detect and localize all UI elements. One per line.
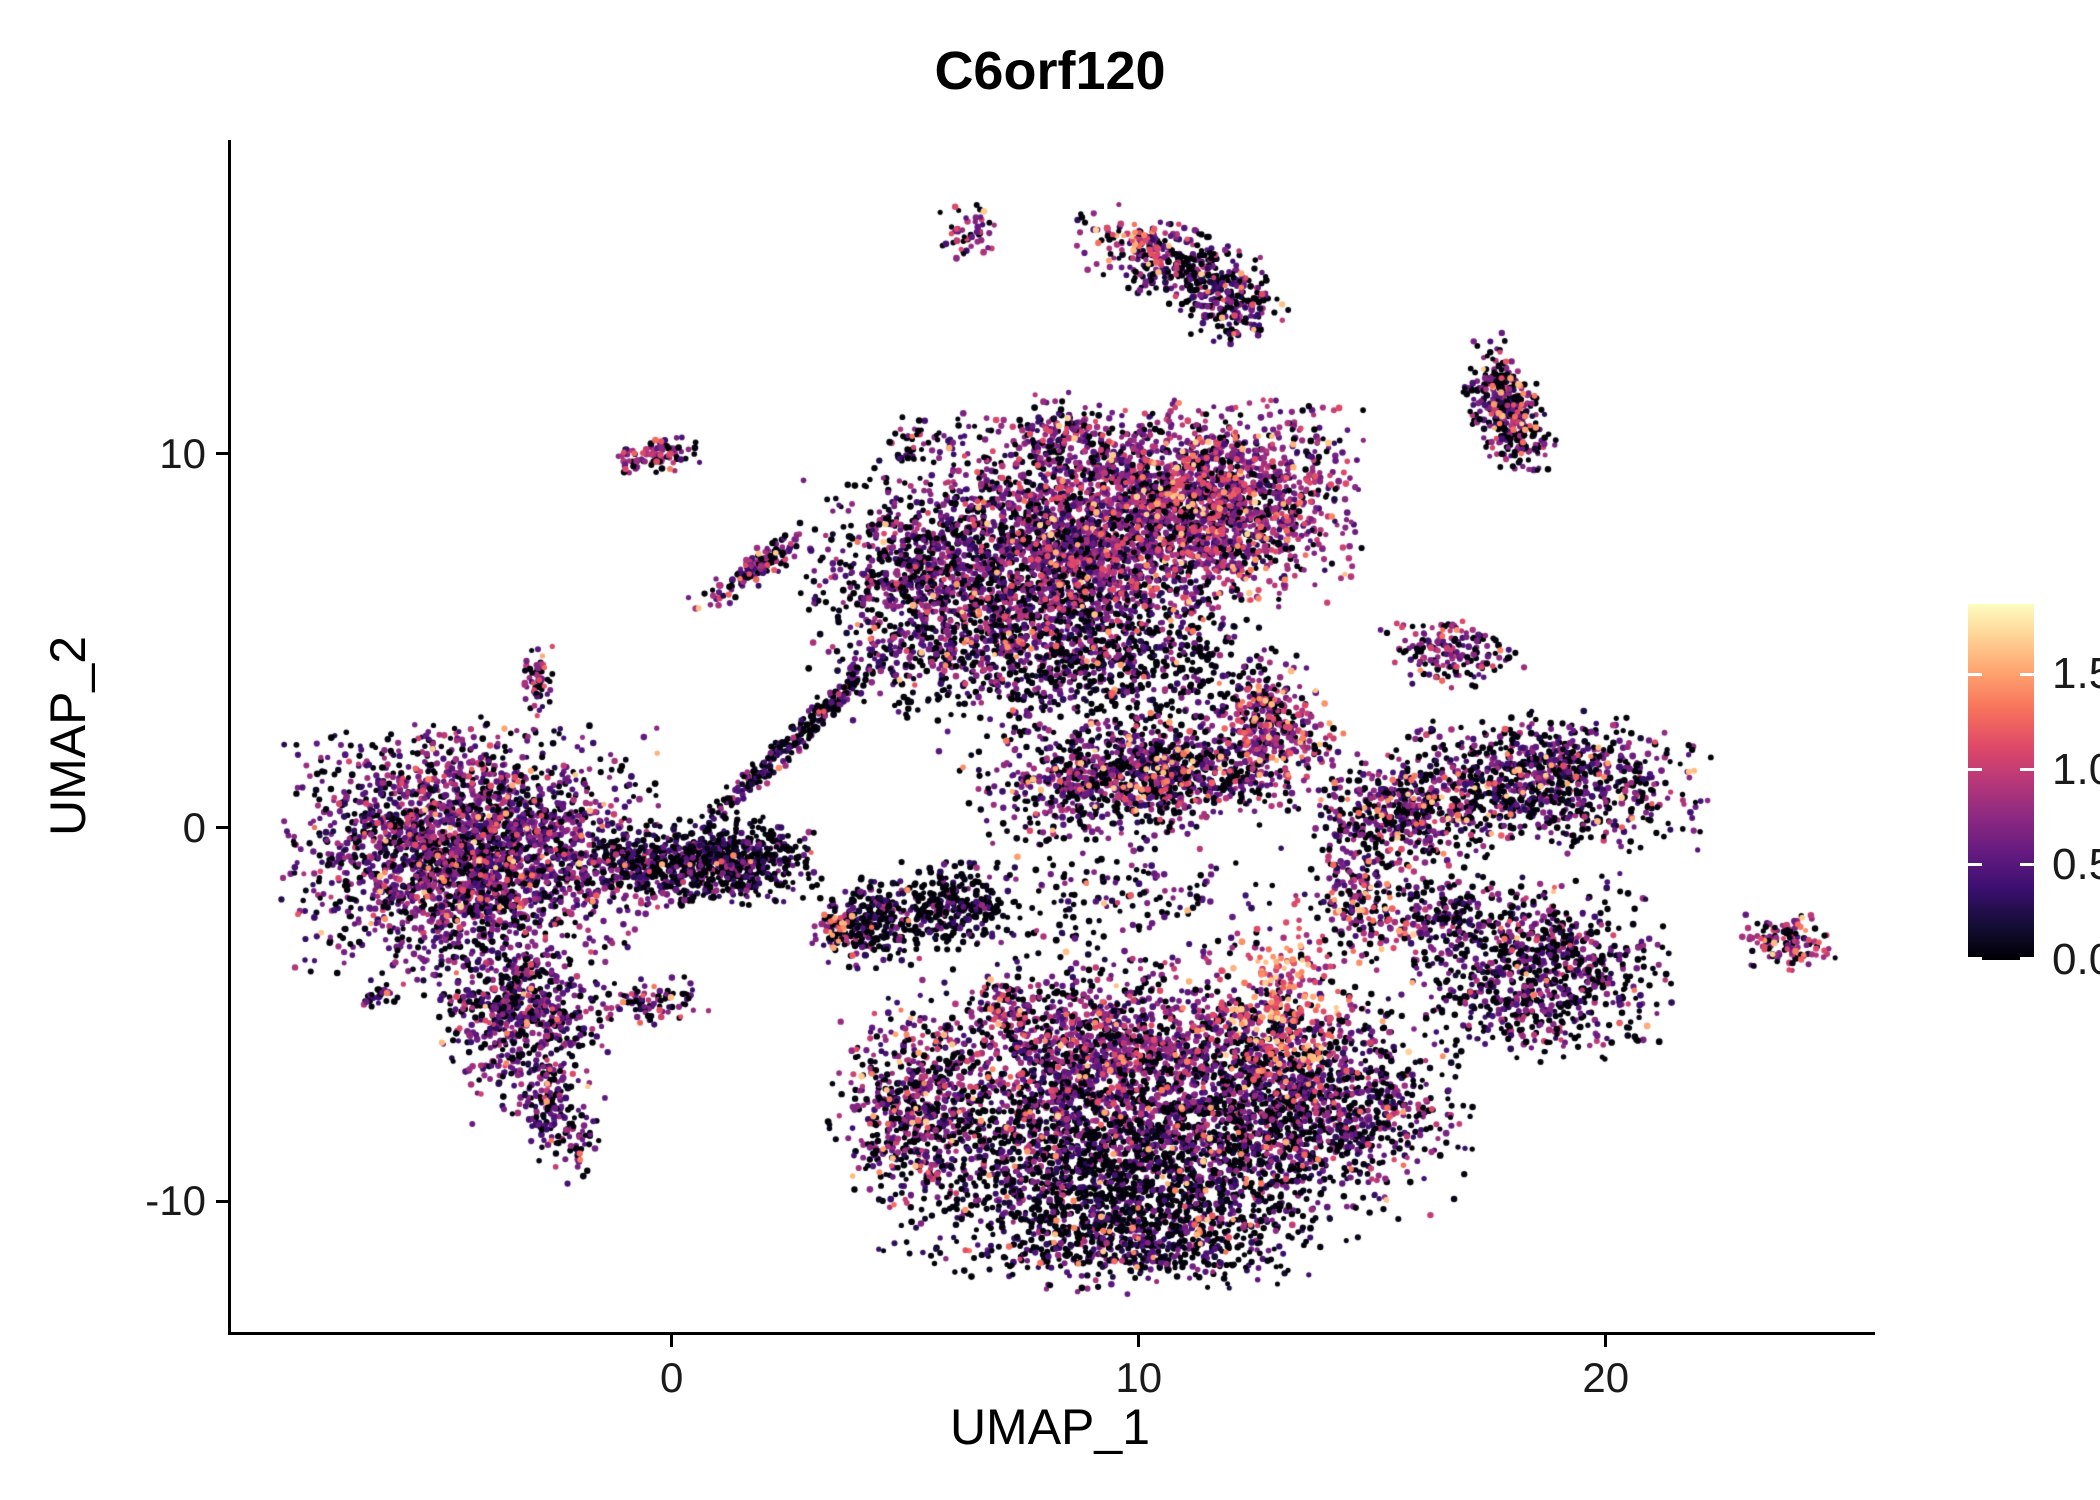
colorbar-tick-mark xyxy=(1968,672,1982,676)
y-tick-label: -10 xyxy=(145,1177,206,1225)
scatter-canvas xyxy=(231,140,1875,1332)
colorbar-tick-label: 0.0 xyxy=(2052,935,2100,984)
x-axis-label: UMAP_1 xyxy=(949,1399,1151,1455)
colorbar-tick-mark xyxy=(1968,863,1982,867)
colorbar-tick-mark xyxy=(1968,957,1982,960)
y-tick-label: 0 xyxy=(182,803,206,851)
x-tick-label: 10 xyxy=(1115,1354,1163,1401)
colorbar-tick-label: 1.5 xyxy=(2052,649,2100,699)
plot-panel xyxy=(228,140,1875,1335)
x-tick-mark xyxy=(1137,1335,1141,1347)
plot-title: C6orf120 xyxy=(934,41,1166,101)
y-tick-label: 10 xyxy=(159,429,206,477)
colorbar-tick-label: 1.0 xyxy=(2052,744,2100,794)
colorbar-tick-mark xyxy=(2020,768,2034,772)
y-tick-mark xyxy=(216,826,228,830)
colorbar-tick-mark xyxy=(2020,863,2034,867)
colorbar-tick-mark xyxy=(2020,672,2034,676)
x-tick-mark xyxy=(670,1335,674,1347)
colorbar-gradient xyxy=(1968,604,2034,960)
x-tick-mark xyxy=(1604,1335,1608,1347)
y-tick-mark xyxy=(216,1199,228,1203)
colorbar-tick-mark xyxy=(2020,957,2034,960)
y-tick-mark xyxy=(216,452,228,456)
y-axis-label: UMAP_2 xyxy=(40,635,96,837)
x-tick-label: 20 xyxy=(1582,1354,1630,1401)
colorbar-tick-mark xyxy=(1968,768,1982,772)
colorbar-tick-label: 0.5 xyxy=(2052,839,2100,889)
x-tick-label: 0 xyxy=(660,1354,684,1401)
